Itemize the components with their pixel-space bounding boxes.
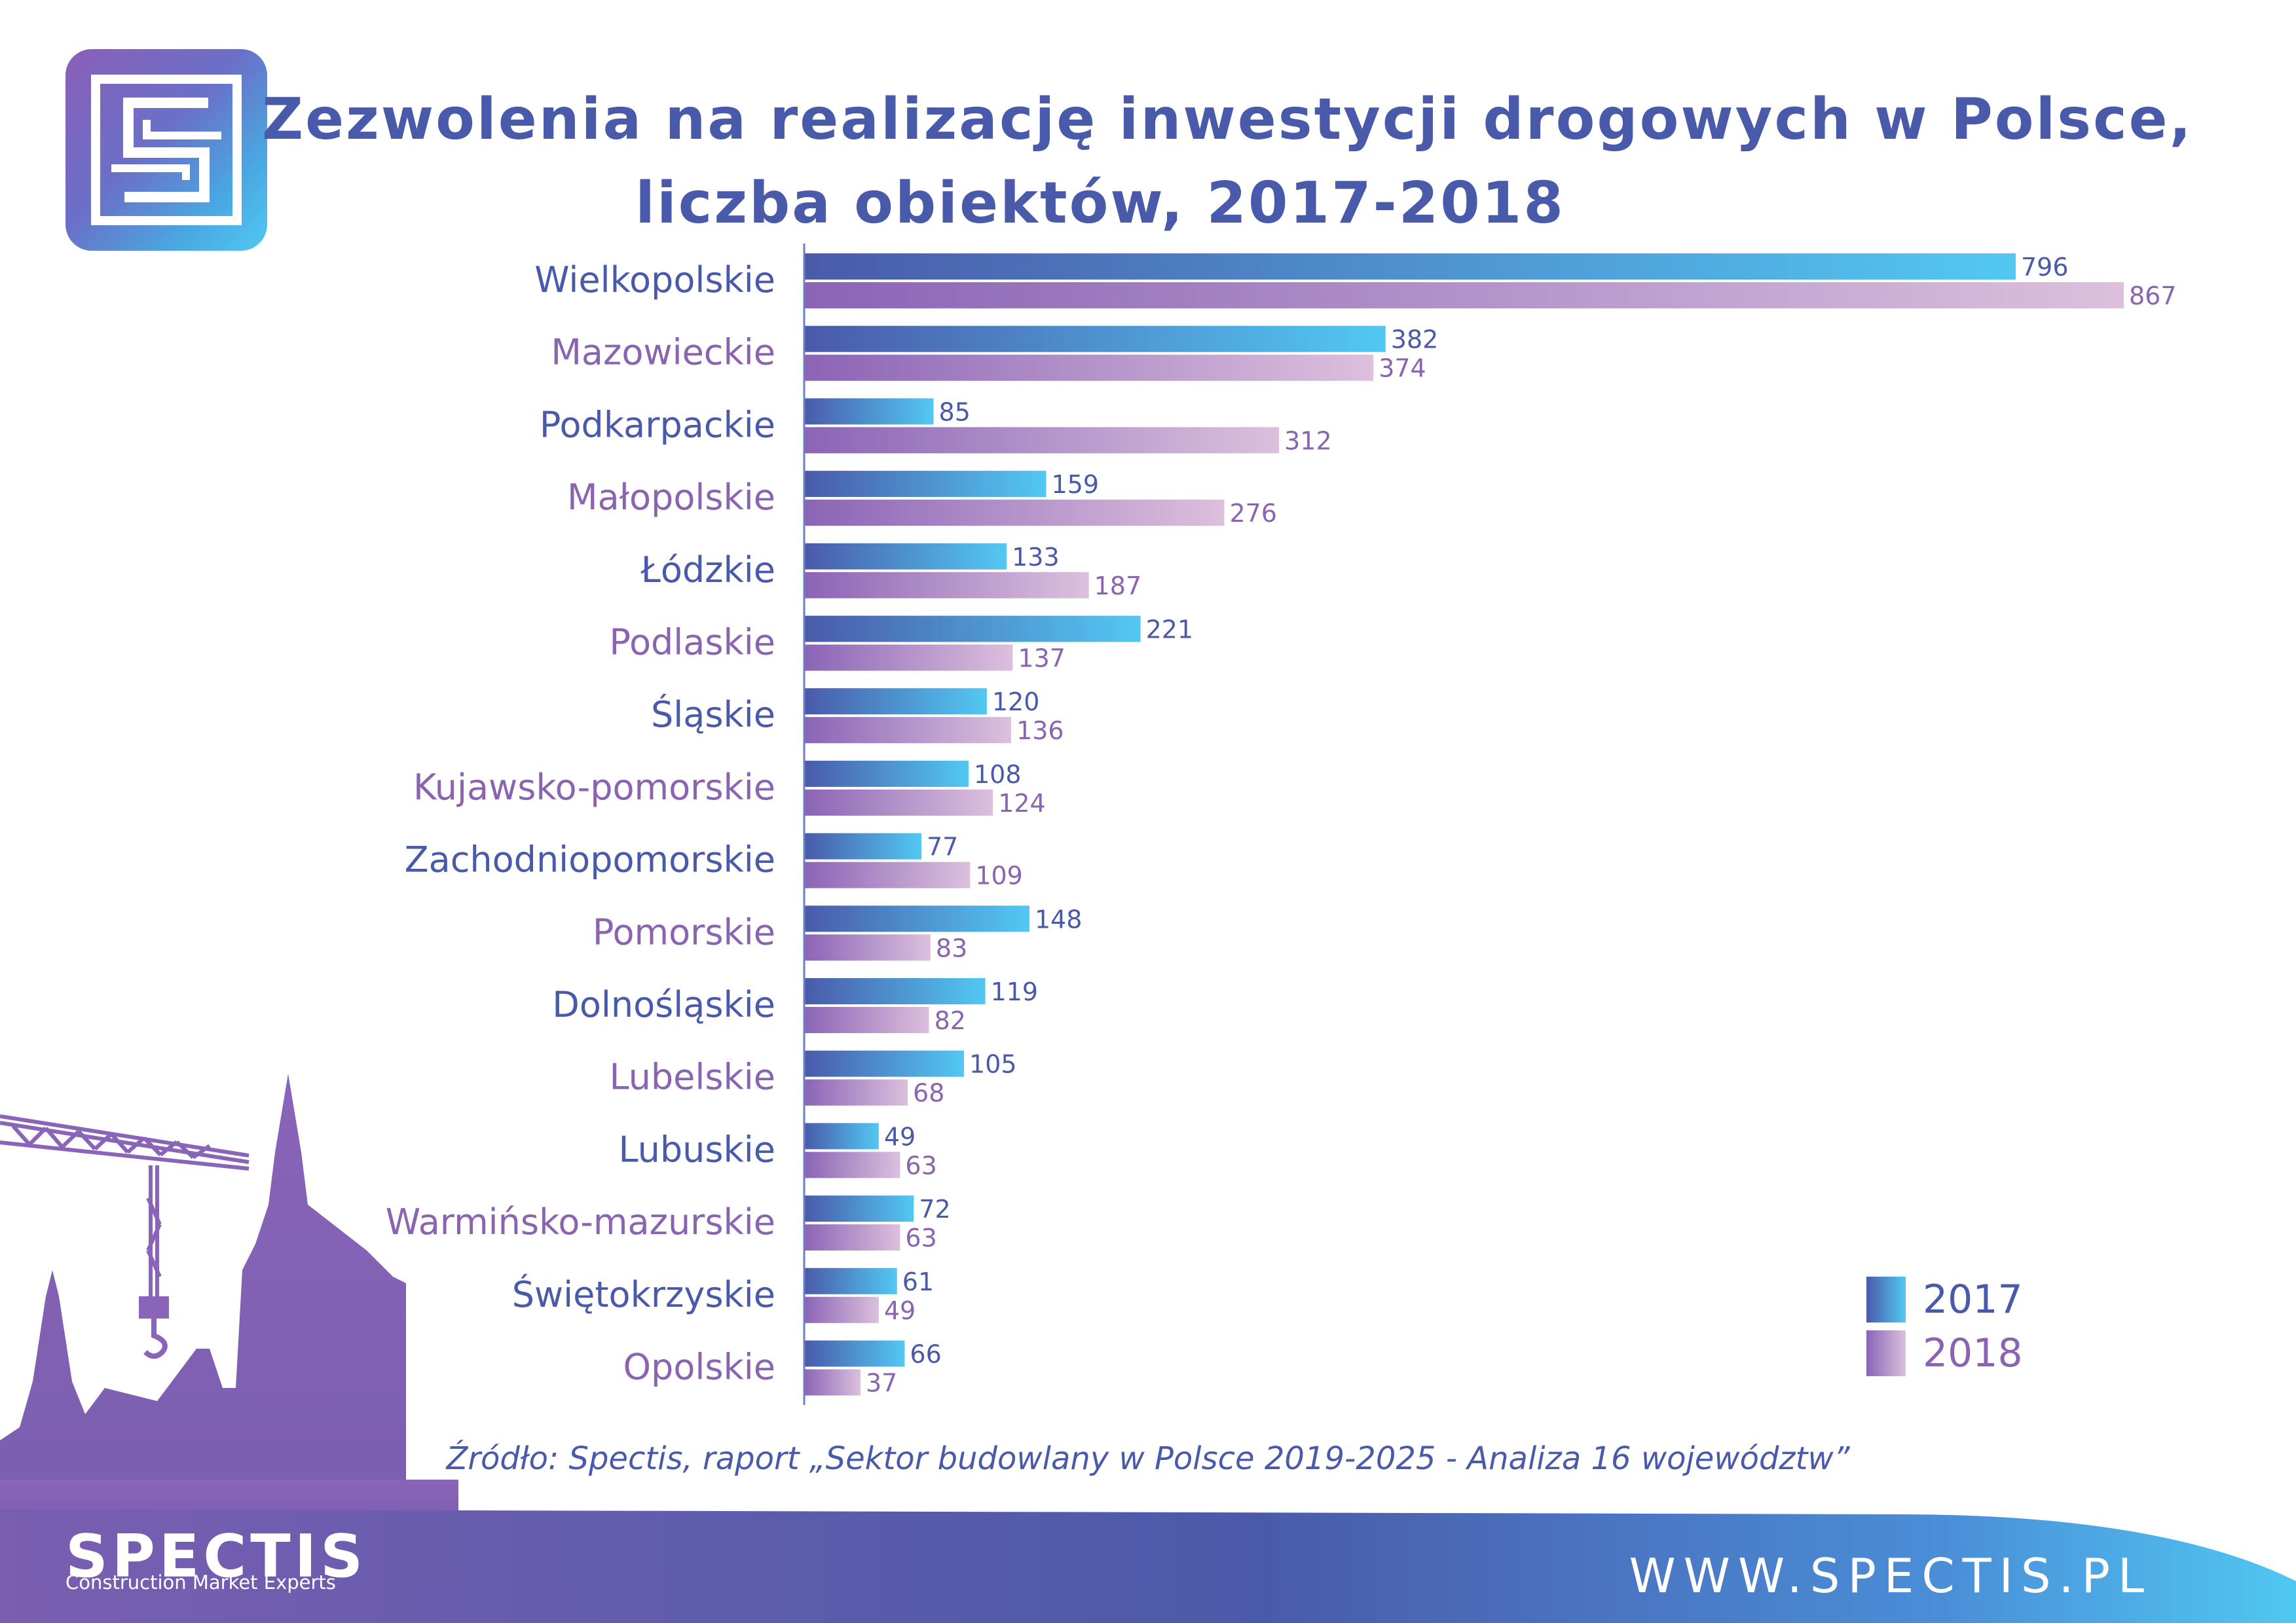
value-label-2017: 77 xyxy=(927,833,958,862)
bar-2018 xyxy=(804,427,1280,454)
legend-item-2017: 2017 xyxy=(1866,1277,2063,1322)
value-label-2018: 312 xyxy=(1284,426,1332,455)
bar-2018 xyxy=(804,282,2124,308)
value-label-2017: 120 xyxy=(992,687,1040,716)
bar-2017 xyxy=(804,615,1141,642)
value-label-2018: 124 xyxy=(998,789,1046,818)
category-label: Świętokrzyskie xyxy=(512,1274,775,1315)
value-label-2018: 187 xyxy=(1094,572,1142,600)
bar-2018 xyxy=(804,500,1225,526)
value-label-2018: 136 xyxy=(1016,716,1064,745)
category-label: Opolskie xyxy=(623,1347,775,1388)
spectis-logo xyxy=(65,49,267,251)
value-label-2017: 159 xyxy=(1052,470,1100,499)
value-label-2017: 66 xyxy=(910,1340,941,1369)
bar-2017 xyxy=(804,253,2016,280)
value-label-2018: 49 xyxy=(884,1296,916,1325)
category-label: Podkarpackie xyxy=(540,404,775,445)
bar-2017 xyxy=(804,688,987,715)
bar-2017 xyxy=(804,1050,965,1077)
value-label-2017: 133 xyxy=(1012,543,1060,572)
brand-tagline: Construction Market Experts xyxy=(65,1571,336,1594)
value-label-2018: 83 xyxy=(936,934,967,962)
bar-2017 xyxy=(804,543,1007,570)
category-label: Małopolskie xyxy=(567,477,775,518)
category-label: Pomorskie xyxy=(593,911,775,953)
category-label: Lubuskie xyxy=(619,1129,776,1170)
value-label-2018: 137 xyxy=(1018,644,1065,673)
value-label-2017: 221 xyxy=(1146,615,1194,644)
footer-band xyxy=(0,1509,2296,1623)
category-label: Lubelskie xyxy=(610,1057,776,1098)
value-label-2017: 85 xyxy=(939,397,971,426)
bar-2018 xyxy=(804,717,1012,744)
value-label-2018: 867 xyxy=(2129,282,2177,310)
bar-2018 xyxy=(804,644,1013,671)
legend-label-2018: 2018 xyxy=(1923,1330,2023,1376)
value-label-2017: 105 xyxy=(969,1050,1017,1079)
value-label-2017: 148 xyxy=(1035,905,1083,934)
category-label: Wielkopolskie xyxy=(534,259,775,301)
bar-2017 xyxy=(804,760,969,787)
value-label-2018: 109 xyxy=(975,862,1023,890)
bar-2017 xyxy=(804,978,986,1004)
bar-2017 xyxy=(804,905,1029,932)
bar-2018 xyxy=(804,934,931,961)
category-label: Śląskie xyxy=(651,694,775,735)
brand-name: SPECTIS xyxy=(65,1522,367,1591)
bar-2018 xyxy=(804,1296,879,1323)
bar-2017 xyxy=(804,398,934,425)
spectis-s-logo-icon xyxy=(91,75,242,225)
value-label-2018: 374 xyxy=(1379,354,1426,383)
bar-2018 xyxy=(804,572,1089,598)
category-label: Dolnośląskie xyxy=(552,984,775,1025)
title-line-1: Zezwolenia na realizację inwestycji drog… xyxy=(262,86,2193,153)
bar-2017 xyxy=(804,1195,914,1222)
bar-2018 xyxy=(804,1079,908,1106)
bar-2017 xyxy=(804,1340,905,1367)
value-label-2018: 68 xyxy=(913,1079,944,1108)
bar-2018 xyxy=(804,1007,929,1033)
value-label-2017: 796 xyxy=(2021,253,2069,282)
category-label: Mazowieckie xyxy=(551,332,775,373)
bar-2017 xyxy=(804,471,1046,498)
bar-2017 xyxy=(804,833,921,860)
value-label-2018: 82 xyxy=(935,1006,966,1035)
category-label: Kujawsko-pomorskie xyxy=(413,767,775,808)
value-label-2017: 108 xyxy=(974,760,1022,789)
value-label-2018: 63 xyxy=(905,1224,936,1252)
bar-2018 xyxy=(804,1224,900,1251)
value-label-2017: 119 xyxy=(991,977,1039,1006)
title-line-2: liczba obiektów, 2017-2018 xyxy=(635,170,1565,236)
legend-item-2018: 2018 xyxy=(1866,1330,2063,1376)
legend-label-2017: 2017 xyxy=(1923,1277,2023,1322)
bar-2017 xyxy=(804,325,1386,352)
value-label-2018: 63 xyxy=(905,1151,936,1180)
category-label: Łódzkie xyxy=(640,549,775,591)
website-link[interactable]: WWW.SPECTIS.PL xyxy=(1629,1548,2152,1603)
bar-2018 xyxy=(804,862,971,888)
value-label-2017: 61 xyxy=(902,1267,934,1296)
construction-skyline-illustration xyxy=(0,1074,458,1532)
category-label: Podlaskie xyxy=(609,622,775,663)
value-label-2018: 276 xyxy=(1229,499,1277,528)
category-label: Warmińsko-mazurskie xyxy=(386,1201,775,1243)
value-label-2017: 49 xyxy=(884,1122,916,1151)
value-label-2018: 37 xyxy=(866,1369,897,1398)
chart-title: Zezwolenia na realizację inwestycji drog… xyxy=(262,77,2193,245)
bar-2018 xyxy=(804,1152,900,1178)
legend-swatch-2017 xyxy=(1866,1277,1906,1322)
bar-2018 xyxy=(804,354,1374,381)
value-label-2017: 72 xyxy=(919,1195,950,1224)
value-label-2017: 382 xyxy=(1391,325,1439,354)
source-note: Źródło: Spectis, raport „Sektor budowlan… xyxy=(446,1440,1850,1477)
bar-2017 xyxy=(804,1267,897,1294)
bar-2018 xyxy=(804,1369,861,1396)
bar-2018 xyxy=(804,789,993,816)
legend-swatch-2018 xyxy=(1866,1330,1906,1376)
category-label: Zachodniopomorskie xyxy=(405,839,775,881)
bar-2017 xyxy=(804,1123,879,1150)
